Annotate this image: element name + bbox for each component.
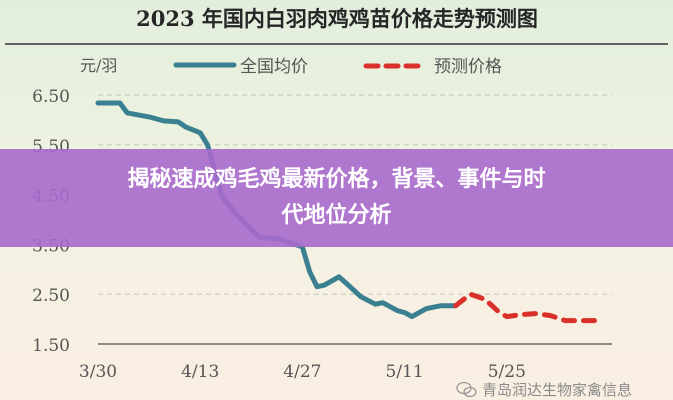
watermark: 青岛润达生物家禽信息 (456, 381, 633, 399)
legend-label-national: 全国均价 (240, 57, 308, 77)
legend: 全国均价 预测价格 (173, 57, 502, 77)
wechat-icon (456, 381, 477, 398)
chart-title: 2023 年国内白羽肉鸡鸡苗价格走势预测图 (136, 6, 538, 31)
banner-line-1: 揭秘速成鸡毛鸡最新价格，背景、事件与时 (127, 167, 546, 192)
forecast-price-line (453, 291, 597, 324)
watermark-text: 青岛润达生物家禽信息 (482, 381, 633, 399)
y-tick-label: 6.50 (32, 87, 70, 107)
banner-line-2: 代地位分析 (281, 203, 392, 228)
x-tick-label: 5/11 (386, 362, 424, 382)
article-title-banner: 揭秘速成鸡毛鸡最新价格，背景、事件与时 代地位分析 (0, 149, 673, 247)
x-tick-label: 5/25 (488, 362, 526, 382)
y-axis-unit: 元/羽 (80, 56, 117, 75)
x-tick-label: 4/13 (181, 362, 219, 382)
x-tick-label: 4/27 (283, 362, 321, 382)
national-average-line (95, 100, 459, 320)
y-tick-label: 1.50 (32, 336, 70, 356)
x-tick-label: 3/30 (79, 362, 117, 382)
y-tick-label: 2.50 (32, 286, 70, 306)
legend-label-forecast: 预测价格 (434, 57, 502, 77)
